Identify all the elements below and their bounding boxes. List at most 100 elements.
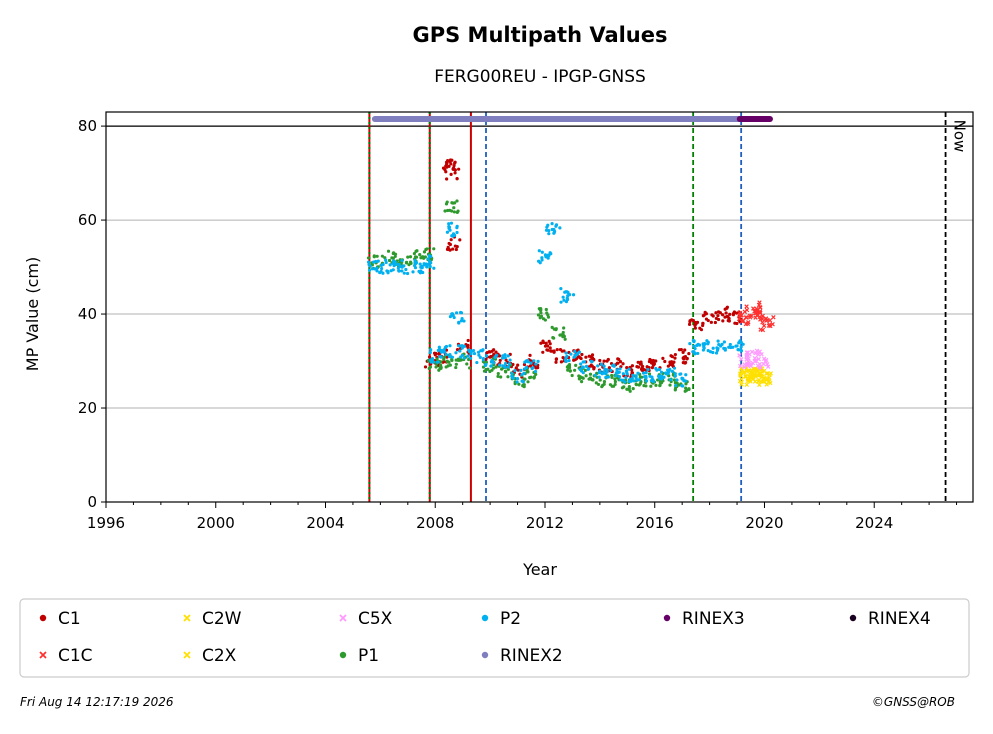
data-point [621,362,625,366]
data-point [636,371,640,375]
data-point [444,202,449,206]
data-point [696,351,700,356]
data-point [486,367,490,371]
data-point [422,250,427,254]
data-point [507,362,512,366]
data-point [683,360,688,365]
data-point [587,367,591,371]
data-point [559,287,563,291]
data-point [426,257,430,261]
data-point [744,382,750,387]
data-point [739,376,744,382]
chart-title: GPS Multipath Values [412,23,667,47]
data-point [450,312,454,316]
data-point [406,255,410,259]
data-point [581,365,585,369]
data-point [621,372,625,376]
data-point [673,352,677,357]
data-point [558,226,562,230]
data-point [510,374,514,378]
data-point [683,348,687,352]
data-point [378,270,382,275]
data-point [739,340,743,345]
data-point [538,316,542,320]
data-point [536,359,540,363]
data-point [550,222,554,226]
data-point [723,307,727,311]
data-point [742,364,747,370]
data-point [623,380,627,384]
data-point [429,348,433,352]
data-point [738,363,743,369]
data-point [477,353,481,357]
data-point [513,369,517,373]
data-point [701,321,705,325]
data-point [528,353,532,357]
data-point [448,242,452,247]
data-point [504,358,508,362]
data-point [552,349,556,353]
data-point [448,315,452,319]
data-point [566,365,571,369]
data-point [757,382,762,388]
data-point [658,377,662,381]
data-point [550,227,554,232]
footer-credit: ©GNSS@ROB [871,695,955,709]
data-point [425,247,429,251]
data-point [437,352,441,356]
data-point [541,340,546,345]
data-point [728,342,732,347]
data-point [670,369,674,373]
data-point [739,345,743,349]
data-point [625,372,629,376]
data-point [455,244,459,249]
data-point [673,386,678,391]
data-point [722,340,726,344]
data-point [756,356,761,362]
data-point [465,362,469,366]
data-point [749,349,755,355]
data-point [614,371,618,375]
data-point [368,264,372,268]
data-point [445,177,449,181]
data-point [687,322,692,326]
data-point [756,377,762,383]
data-point [515,380,519,384]
series-C1 [423,158,743,379]
data-point [462,319,466,323]
data-point [566,368,570,372]
data-point [673,356,677,360]
now-label: Now [951,120,969,153]
data-point [759,352,764,357]
data-point [720,313,725,317]
data-point [631,387,635,391]
legend-marker [39,651,47,659]
data-point [522,384,526,389]
data-point [761,323,767,328]
data-point [421,270,425,275]
data-point [753,358,758,363]
data-point [503,361,508,366]
data-point [613,382,617,387]
data-point [584,355,588,359]
data-point [658,383,662,387]
data-point [561,330,565,335]
plot-area: 0 20 40 60 80 1996 2000 2004 2008 2012 2016 2020 202… [78,111,974,532]
data-point [688,342,692,346]
data-point [637,378,642,382]
data-point [472,351,477,356]
legend-box [19,598,970,678]
data-point [386,249,391,253]
data-point [757,300,762,305]
legend-label: P1 [358,646,379,666]
data-point [456,209,460,213]
data-point [760,379,766,384]
data-point [668,362,672,366]
data-point [450,355,454,359]
data-point [404,267,408,272]
data-point [647,359,652,364]
data-point [455,230,459,235]
legend-label: C1 [58,609,81,629]
x-tick-label: 2004 [306,514,344,532]
data-point [546,313,550,317]
